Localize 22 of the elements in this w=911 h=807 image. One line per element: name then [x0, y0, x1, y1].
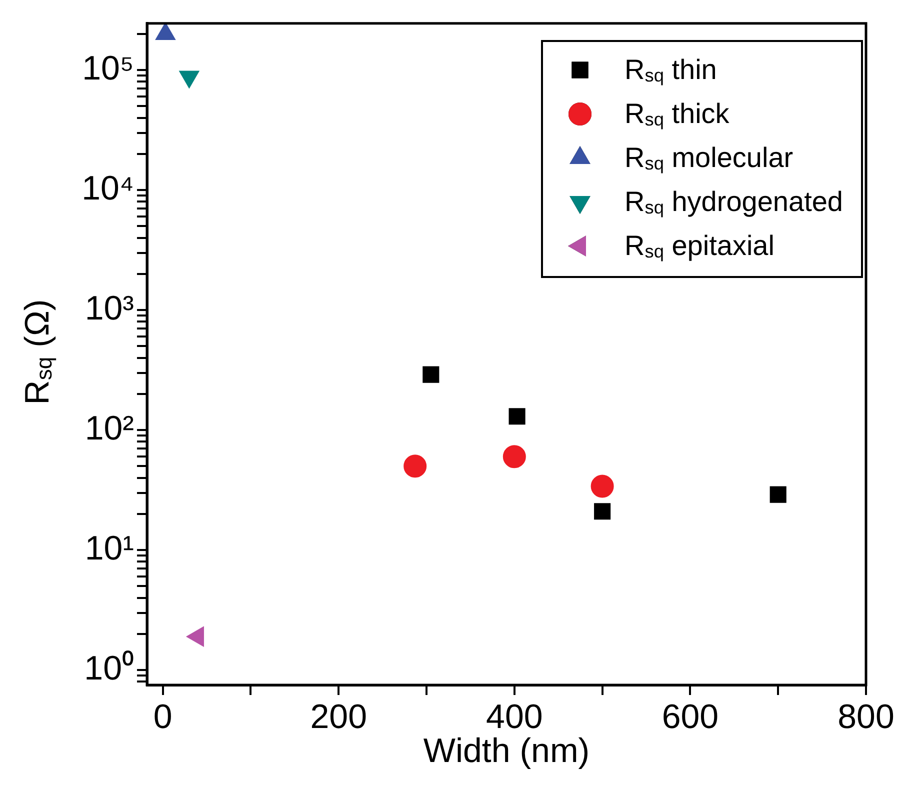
point: [590, 474, 614, 498]
point: [508, 408, 526, 425]
y-tick-label: 10⁵: [82, 49, 134, 88]
point: [422, 366, 440, 383]
legend-label: R$_{sq}$ thick: [624, 98, 730, 130]
point: [770, 486, 786, 503]
x-tick-label: 200: [310, 698, 367, 736]
legend-label: R$_{sq}$ epitaxial: [624, 230, 774, 262]
legend-label: R$_{sq}$ molecular: [624, 142, 794, 174]
point: [404, 454, 427, 478]
y-tick-label: 10²: [84, 409, 134, 448]
legend-label: R$_{sq}$ hydrogenated: [624, 186, 843, 218]
point: [502, 445, 526, 468]
y-tick-label: 10⁴: [82, 169, 134, 208]
y-tick-label: 10³: [84, 289, 134, 328]
x-tick-label: 800: [838, 698, 894, 736]
x-tick-label: 0: [153, 698, 172, 736]
y-tick-label: 10⁰: [84, 649, 134, 688]
legend-label: R$_{sq}$ thin: [624, 54, 717, 86]
point: [594, 503, 611, 520]
x-tick-label: 600: [662, 698, 719, 736]
y-tick-label: 10¹: [84, 529, 134, 568]
